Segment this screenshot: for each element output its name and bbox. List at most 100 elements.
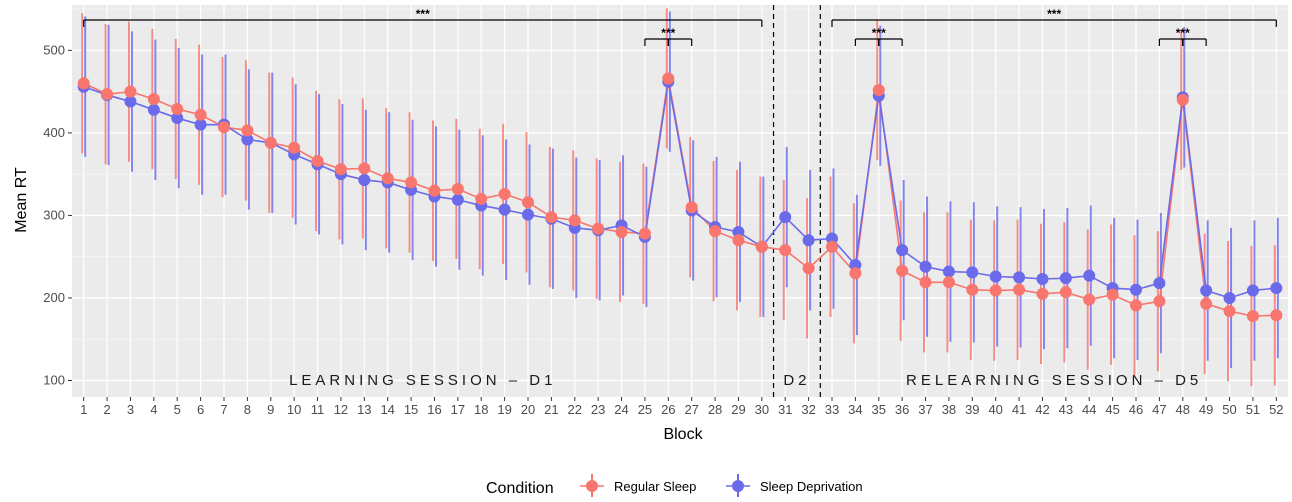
x-tick-label: 38: [942, 402, 956, 417]
x-tick-label: 37: [918, 402, 932, 417]
legend-key-point: [732, 480, 744, 492]
x-tick-label: 23: [591, 402, 605, 417]
x-tick-label: 6: [197, 402, 204, 417]
data-point: [405, 176, 418, 189]
data-point: [241, 133, 254, 146]
data-point: [779, 244, 792, 257]
data-point: [241, 124, 254, 137]
data-point: [428, 184, 441, 197]
grid-lines: [72, 5, 1288, 397]
data-point: [1013, 271, 1026, 284]
data-point: [592, 222, 605, 235]
legend-label: Sleep Deprivation: [760, 479, 863, 494]
data-point: [802, 262, 815, 275]
x-tick-label: 27: [684, 402, 698, 417]
data-point: [1130, 299, 1142, 312]
data-point: [942, 265, 955, 278]
x-tick-label: 40: [988, 402, 1002, 417]
x-tick-label: 7: [220, 402, 227, 417]
data-point: [522, 208, 534, 221]
data-point: [709, 225, 722, 238]
y-tick-label: 400: [43, 125, 65, 140]
data-point: [989, 270, 1002, 283]
data-point: [1106, 288, 1119, 301]
series-line: [83, 81, 1277, 299]
y-tick-label: 500: [43, 42, 65, 57]
data-point: [685, 201, 698, 214]
data-point: [966, 266, 979, 279]
legend-entry: Regular Sleep: [580, 474, 696, 498]
section-labels: LEARNING SESSION – D1 D2 RELEARNING SESSIO…: [289, 372, 1198, 389]
plot-panel: [72, 5, 1288, 397]
data-point: [1270, 282, 1283, 295]
data-point: [101, 88, 114, 101]
x-tick-label: 51: [1246, 402, 1260, 417]
legend-key-point: [586, 480, 598, 492]
data-point: [1223, 305, 1236, 318]
data-point: [872, 84, 885, 97]
data-point: [1270, 309, 1283, 322]
y-axis-title: Mean RT: [13, 167, 30, 233]
data-point: [849, 267, 862, 280]
x-tick-label: 14: [380, 402, 394, 417]
x-tick-label: 46: [1129, 402, 1143, 417]
x-tick-label: 48: [1176, 402, 1190, 417]
x-tick-label: 49: [1199, 402, 1213, 417]
data-point: [288, 141, 301, 154]
data-point: [147, 103, 160, 116]
data-point: [451, 183, 464, 196]
y-tick-label: 100: [43, 372, 65, 387]
x-tick-label: 16: [427, 402, 441, 417]
data-point: [896, 244, 909, 257]
x-tick-label: 18: [474, 402, 488, 417]
legend: Condition Regular Sleep Sleep Deprivation: [486, 474, 863, 498]
x-axis-title: Block: [663, 426, 703, 443]
x-tick-label: 4: [150, 402, 157, 417]
x-tick-label: 52: [1269, 402, 1283, 417]
data-point: [311, 154, 324, 167]
significance-label: ***: [1047, 7, 1061, 21]
data-point: [966, 283, 979, 296]
x-tick-label: 50: [1222, 402, 1236, 417]
data-point: [498, 187, 511, 200]
x-tick-label: 17: [451, 402, 465, 417]
data-point: [1130, 283, 1142, 296]
data-point: [1200, 297, 1213, 310]
y-tick-label: 200: [43, 290, 65, 305]
data-point: [919, 276, 932, 289]
series-lines: [83, 78, 1277, 317]
data-point: [218, 121, 230, 134]
x-tick-label: 21: [544, 402, 558, 417]
y-tick-label: 300: [43, 207, 65, 222]
x-tick-label: 43: [1059, 402, 1073, 417]
x-tick-label: 15: [404, 402, 418, 417]
data-point: [77, 77, 90, 90]
x-tick-label: 5: [174, 402, 181, 417]
x-tick-label: 47: [1152, 402, 1166, 417]
x-tick-label: 36: [895, 402, 909, 417]
data-point: [919, 260, 932, 273]
x-tick-label: 25: [638, 402, 652, 417]
significance-label: ***: [661, 26, 675, 40]
data-point: [194, 118, 207, 131]
data-point: [545, 211, 558, 224]
data-point: [1246, 284, 1259, 297]
data-point: [802, 234, 815, 247]
data-point: [358, 173, 371, 186]
data-point: [1176, 93, 1189, 106]
x-tick-label: 3: [127, 402, 134, 417]
data-point: [194, 108, 207, 121]
x-tick-label: 1: [80, 402, 87, 417]
x-tick-label: 26: [661, 402, 675, 417]
data-point: [989, 284, 1002, 297]
x-tick-label: 33: [825, 402, 839, 417]
data-point: [1153, 277, 1166, 290]
data-point: [1083, 269, 1096, 282]
section-label: D2: [783, 372, 810, 389]
data-point: [147, 93, 160, 106]
x-tick-label: 9: [267, 402, 274, 417]
x-tick-label: 28: [708, 402, 722, 417]
x-tick-label: 32: [801, 402, 815, 417]
